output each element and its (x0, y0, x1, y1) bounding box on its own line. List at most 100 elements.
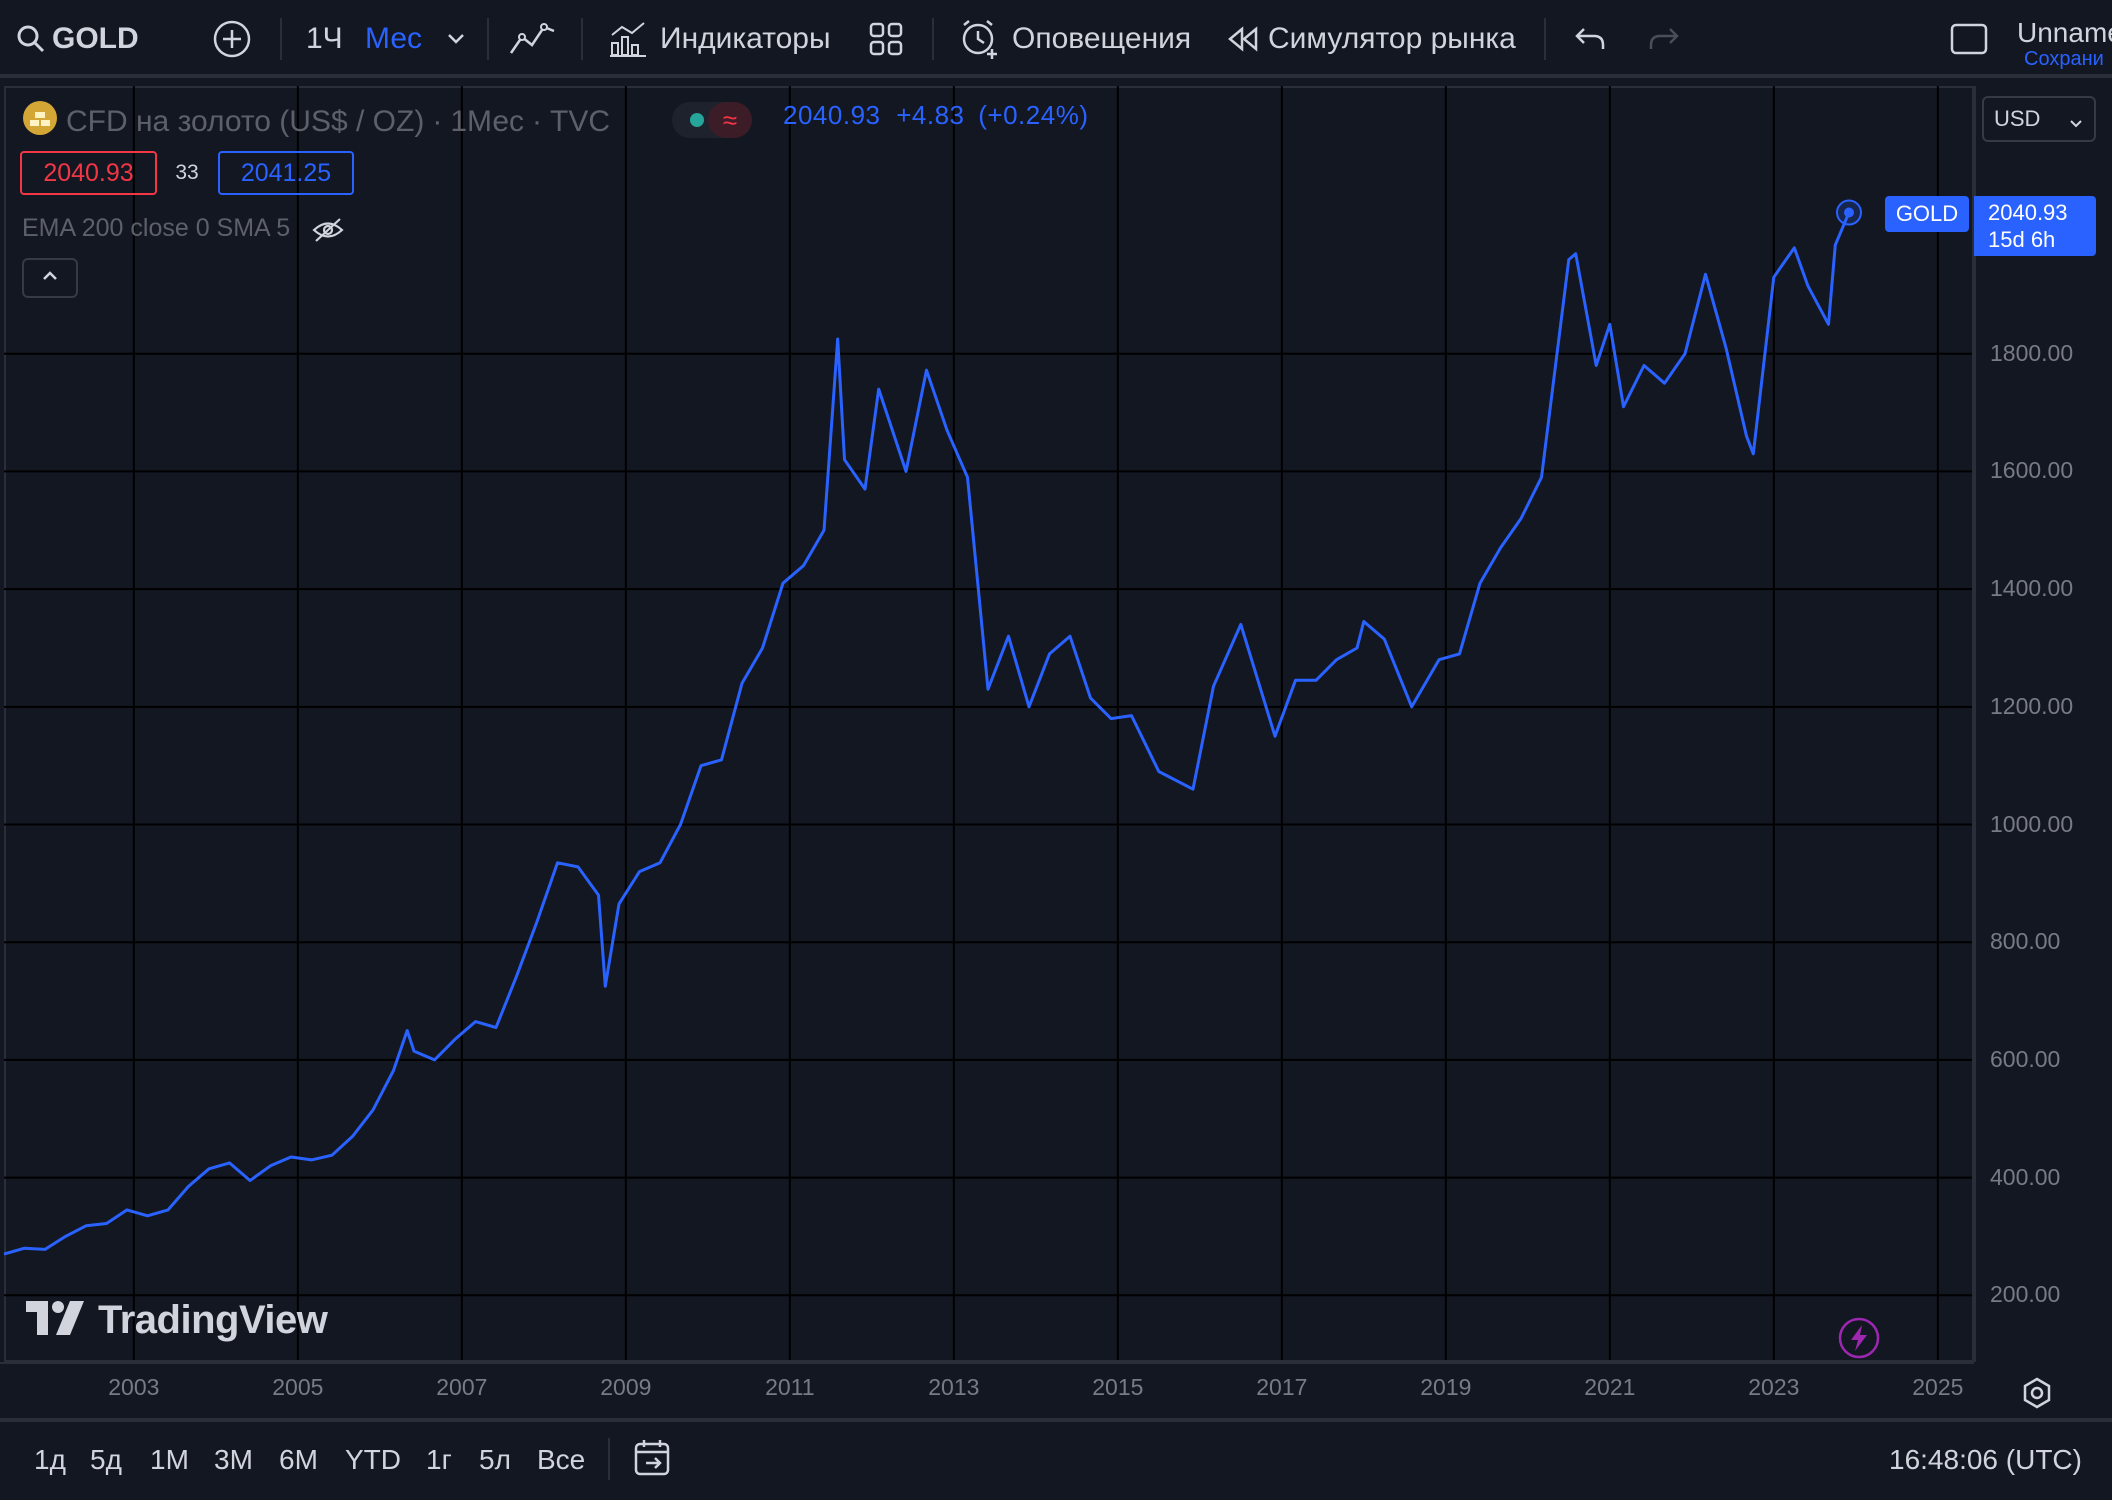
alerts-button[interactable]: Оповещения (958, 0, 1191, 78)
range-button[interactable]: 1д (34, 1444, 66, 1475)
time-tick-label: 2019 (1420, 1374, 1472, 1400)
interval-dropdown-button[interactable] (446, 0, 466, 78)
currency-value: USD (1994, 106, 2041, 131)
plus-circle-icon (212, 19, 252, 59)
chevron-up-icon (41, 269, 59, 287)
symbol-legend[interactable]: CFD на золото (US$ / OZ) · 1Мес · TVC (22, 100, 610, 144)
indicators-label: Индикаторы (660, 22, 831, 55)
toolbar-divider (608, 1438, 610, 1480)
utc-clock[interactable]: 16:48:06 (UTC) (1889, 1444, 2082, 1475)
currency-select[interactable]: USD (1982, 96, 2096, 142)
top-toolbar (0, 0, 2112, 78)
time-tick-label: 2025 (1912, 1374, 1964, 1400)
price-tick-label: 1600.00 (1990, 457, 2074, 484)
data-delay-icon: ≈ (708, 102, 752, 138)
legend-dot: · (532, 105, 543, 138)
price-tick-label: 1800.00 (1990, 339, 2074, 366)
range-button[interactable]: 3М (214, 1444, 253, 1475)
goto-date-button[interactable] (632, 1438, 674, 1485)
legend-title: CFD на золото (US$ / OZ) (66, 105, 425, 138)
redo-button[interactable] (1648, 0, 1680, 78)
grid-layout-icon (868, 21, 904, 57)
alarm-clock-icon (958, 17, 1002, 61)
window-icon (1950, 23, 1988, 55)
price-tick-label: 1000.00 (1990, 810, 2074, 837)
rewind-icon (1226, 24, 1260, 54)
last-price-marker (1836, 199, 1862, 226)
chart-type-button[interactable] (508, 0, 556, 78)
time-tick-label: 2013 (928, 1374, 980, 1400)
toolbar-divider (1544, 18, 1546, 60)
replay-label: Симулятор рынка (1268, 22, 1516, 55)
bar-countdown: 15d 6h (1988, 227, 2056, 252)
collapse-legend-button[interactable] (22, 258, 78, 298)
fullscreen-button[interactable] (1950, 0, 1988, 78)
symbol-search-button[interactable]: GOLD (16, 0, 139, 78)
range-button[interactable]: 5л (479, 1444, 511, 1475)
compare-symbol-button[interactable] (212, 0, 252, 78)
legend-dot: · (432, 105, 443, 138)
indicators-icon (608, 19, 648, 59)
price-tick-label: 600.00 (1990, 1045, 2061, 1072)
undo-icon (1574, 25, 1606, 53)
layout-name[interactable]: Unnamed (2017, 17, 2112, 48)
chevron-down-icon (2068, 110, 2084, 136)
toolbar-divider (581, 18, 583, 60)
legend-change: +4.83 (896, 100, 965, 130)
indicator-label: EMA 200 close 0 SMA 5 (22, 214, 291, 242)
time-tick-label: 2021 (1584, 1374, 1636, 1400)
toolbar-divider (487, 18, 489, 60)
gear-icon (2020, 1377, 2054, 1414)
tradingview-logo-icon (26, 1301, 88, 1340)
range-button[interactable]: 1М (150, 1444, 189, 1475)
buy-price-button[interactable]: 2041.25 (218, 151, 354, 195)
last-price-label: 2040.93 15d 6h (1974, 196, 2096, 256)
spread-value: 33 (175, 161, 199, 184)
lightning-icon[interactable] (1837, 1316, 1881, 1365)
legend-last-price: 2040.93 (783, 100, 881, 130)
toolbar-divider (932, 18, 934, 60)
price-tick-label: 1200.00 (1990, 692, 2074, 719)
range-button[interactable]: Все (537, 1444, 586, 1475)
gold-bars-icon (22, 100, 58, 144)
tradingview-watermark[interactable]: TradingView (26, 1298, 328, 1343)
search-icon (16, 24, 46, 54)
price-tick-label: 800.00 (1990, 928, 2061, 955)
calendar-arrow-icon (632, 1440, 674, 1484)
price-line (3, 211, 1851, 1256)
range-button[interactable]: YTD (345, 1444, 401, 1475)
price-tick-label: 1400.00 (1990, 575, 2074, 602)
price-scale[interactable] (1974, 86, 2106, 1362)
market-status-pill[interactable]: ≈ (672, 102, 752, 138)
tradingview-wordmark: TradingView (98, 1298, 328, 1342)
eye-hidden-icon[interactable] (311, 215, 345, 243)
time-tick-label: 2023 (1748, 1374, 1800, 1400)
indicators-button[interactable]: Индикаторы (608, 0, 831, 78)
range-button[interactable]: 5д (90, 1444, 122, 1475)
time-tick-label: 2015 (1092, 1374, 1144, 1400)
time-axis[interactable] (0, 1362, 1974, 1420)
chart-pane[interactable] (4, 86, 1974, 1362)
chart-settings-button[interactable] (2020, 1376, 2054, 1415)
save-hint[interactable]: Сохрани (2024, 47, 2104, 70)
undo-button[interactable] (1574, 0, 1606, 78)
interval-month-button[interactable]: Мес (365, 22, 423, 55)
interval-1h-button[interactable]: 1Ч (306, 22, 343, 55)
range-button[interactable]: 6М (279, 1444, 318, 1475)
time-tick-label: 2005 (272, 1374, 324, 1400)
last-point-dot (1844, 207, 1854, 218)
indicator-legend[interactable]: EMA 200 close 0 SMA 5 (22, 214, 345, 244)
legend-exchange: TVC (550, 105, 611, 138)
legend-values: 2040.93 +4.83 (+0.24%) (783, 100, 1088, 131)
price-tick-label: 200.00 (1990, 1281, 2061, 1308)
bottom-toolbar (0, 1418, 2112, 1500)
legend-change-pct: (+0.24%) (978, 100, 1089, 130)
legend-interval: 1Мес (450, 105, 525, 138)
market-open-dot (690, 113, 704, 127)
range-button[interactable]: 1г (426, 1444, 452, 1475)
sell-price-button[interactable]: 2040.93 (20, 151, 157, 195)
layout-templates-button[interactable] (868, 0, 904, 78)
vertical-gridlines (132, 86, 1939, 1360)
replay-button[interactable]: Симулятор рынка (1226, 0, 1516, 78)
